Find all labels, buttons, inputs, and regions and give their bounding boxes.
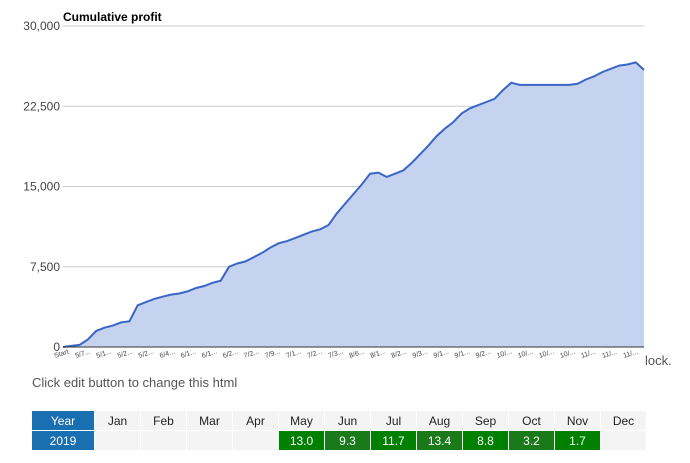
x-tick-label: 5/1... xyxy=(96,348,113,359)
table-row: 2019 13.0 9.3 11.7 13.4 8.8 3.2 1.7 xyxy=(31,430,647,451)
month-header: May xyxy=(278,410,325,431)
x-tick-label: 6/2... xyxy=(222,348,239,359)
return-cell: 3.2 xyxy=(508,430,555,451)
month-header: Aug xyxy=(416,410,463,431)
return-cell: 8.8 xyxy=(462,430,509,451)
x-tick-label: 9/1... xyxy=(433,348,450,359)
return-cell xyxy=(186,430,233,451)
x-tick-label: 10/... xyxy=(517,348,534,359)
y-tick-label: 7,500 xyxy=(30,260,60,274)
x-tick-label: 5/7... xyxy=(75,348,92,359)
x-tick-label: 9/3... xyxy=(412,348,429,359)
y-tick-label: 22,500 xyxy=(23,99,60,113)
month-header: Dec xyxy=(600,410,647,431)
month-header: Sep xyxy=(462,410,509,431)
y-tick-label: 30,000 xyxy=(23,19,60,33)
y-tick-label: 0 xyxy=(53,340,60,354)
month-header: Feb xyxy=(140,410,187,431)
y-tick-label: 15,000 xyxy=(23,180,60,194)
trailing-text: lock. xyxy=(645,353,672,368)
x-tick-label: 6/1... xyxy=(201,348,218,359)
return-cell xyxy=(232,430,279,451)
month-header: Apr xyxy=(232,410,279,431)
x-tick-label: 7/3... xyxy=(327,348,344,359)
profit-line xyxy=(62,61,645,348)
return-cell: 1.7 xyxy=(554,430,601,451)
month-header: Oct xyxy=(508,410,555,431)
year-header: Year xyxy=(31,410,95,431)
x-tick-label: 6/4... xyxy=(159,348,176,359)
x-tick-label: 9/1... xyxy=(454,348,471,359)
month-header: Jun xyxy=(324,410,371,431)
x-tick-label: 7/9... xyxy=(264,348,281,359)
return-cell: 13.0 xyxy=(278,430,325,451)
x-tick-label: 11/... xyxy=(622,349,639,360)
month-header: Jan xyxy=(94,410,141,431)
x-tick-label: 5/2... xyxy=(117,348,134,359)
x-tick-label: 11/... xyxy=(601,349,618,360)
x-tick-label: 8/2... xyxy=(391,348,408,359)
x-tick-label: 8/6... xyxy=(348,348,365,359)
x-tick-label: 7/2... xyxy=(306,348,323,359)
edit-hint-text: Click edit button to change this html xyxy=(32,375,238,390)
x-tick-label: 7/2... xyxy=(243,348,260,359)
x-tick-label: 9/2... xyxy=(475,348,492,359)
x-tick-label: 6/1... xyxy=(180,348,197,359)
x-tick-label: 5/2... xyxy=(138,348,155,359)
month-header: Mar xyxy=(186,410,233,431)
chart-title: Cumulative profit xyxy=(63,10,162,24)
monthly-returns-table: Year Jan Feb Mar Apr May Jun Jul Aug Sep… xyxy=(31,410,647,451)
x-tick-label: 11/... xyxy=(580,349,597,360)
month-header: Nov xyxy=(554,410,601,431)
x-tick-label: 8/1... xyxy=(370,348,387,359)
x-tick-label: Start xyxy=(53,349,69,360)
year-cell: 2019 xyxy=(31,430,95,451)
return-cell: 13.4 xyxy=(416,430,463,451)
return-cell xyxy=(94,430,141,451)
y-axis-labels: 0 7,500 15,000 22,500 30,000 xyxy=(23,19,60,354)
table-header-row: Year Jan Feb Mar Apr May Jun Jul Aug Sep… xyxy=(31,410,647,431)
x-tick-label: 10/... xyxy=(559,348,576,359)
month-header: Jul xyxy=(370,410,417,431)
return-cell xyxy=(140,430,187,451)
return-cell xyxy=(600,430,647,451)
x-axis-labels: Start 5/7... 5/1... 5/2... 5/2... 6/4... 6/1..… xyxy=(53,348,639,359)
return-cell: 11.7 xyxy=(370,430,417,451)
x-tick-label: 10/... xyxy=(496,348,513,359)
cumulative-profit-chart: Cumulative profit 0 7,500 15,000 22,500 30,0… xyxy=(23,10,645,360)
return-cell: 9.3 xyxy=(324,430,371,451)
x-tick-label: 10/... xyxy=(538,348,555,359)
profit-area xyxy=(63,62,644,348)
x-tick-label: 7/1... xyxy=(285,348,302,359)
